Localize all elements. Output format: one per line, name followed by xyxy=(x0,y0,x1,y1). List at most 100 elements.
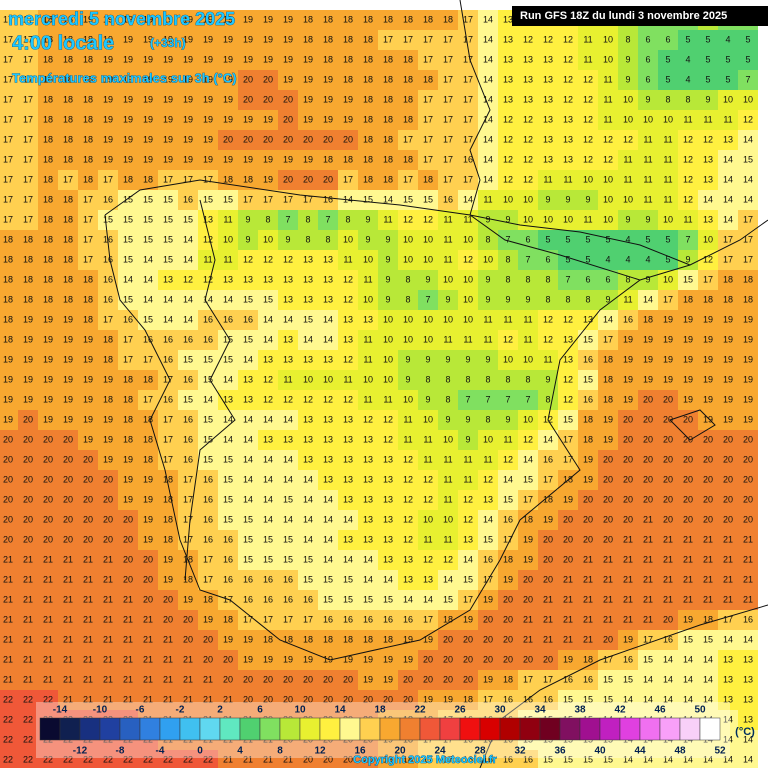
grid-value: 19 xyxy=(723,334,733,344)
grid-value: 18 xyxy=(683,294,693,304)
colorbar-box xyxy=(39,717,61,741)
grid-value: 14 xyxy=(263,494,273,504)
grid-value: 18 xyxy=(3,234,13,244)
grid-value: 14 xyxy=(123,274,133,284)
grid-cell xyxy=(338,130,358,150)
grid-cell xyxy=(618,190,638,210)
grid-cell xyxy=(478,230,498,250)
grid-value: 10 xyxy=(403,314,413,324)
grid-value: 9 xyxy=(545,374,550,384)
grid-value: 4 xyxy=(725,34,730,44)
grid-cell xyxy=(98,10,118,30)
grid-cell xyxy=(478,50,498,70)
grid-value: 5 xyxy=(705,54,710,64)
grid-value: 21 xyxy=(123,654,133,664)
grid-value: 20 xyxy=(3,474,13,484)
grid-cell xyxy=(438,130,458,150)
grid-value: 20 xyxy=(723,514,733,524)
grid-value: 13 xyxy=(323,474,333,484)
grid-value: 21 xyxy=(43,614,53,624)
grid-value: 19 xyxy=(743,354,753,364)
grid-value: 18 xyxy=(43,74,53,84)
grid-value: 8 xyxy=(545,274,550,284)
grid-cell xyxy=(558,110,578,130)
grid-value: 17 xyxy=(23,174,33,184)
grid-cell xyxy=(298,170,318,190)
grid-value: 17 xyxy=(3,114,13,124)
grid-cell xyxy=(558,50,578,70)
grid-value: 19 xyxy=(123,134,133,144)
grid-cell xyxy=(58,270,78,290)
grid-cell xyxy=(598,150,618,170)
grid-cell xyxy=(238,30,258,50)
colorbar-box xyxy=(159,717,181,741)
grid-value: 21 xyxy=(83,654,93,664)
grid-value: 5 xyxy=(745,34,750,44)
grid-value: 19 xyxy=(23,394,33,404)
grid-value: 19 xyxy=(23,314,33,324)
grid-value: 18 xyxy=(363,174,373,184)
grid-value: 17 xyxy=(403,174,413,184)
grid-value: 18 xyxy=(343,154,353,164)
grid-value: 18 xyxy=(363,134,373,144)
grid-value: 5 xyxy=(665,254,670,264)
grid-cell xyxy=(278,190,298,210)
grid-cell xyxy=(738,30,758,50)
grid-value: 21 xyxy=(143,614,153,624)
grid-value: 19 xyxy=(683,394,693,404)
grid-value: 17 xyxy=(23,134,33,144)
grid-value: 10 xyxy=(343,234,353,244)
grid-cell xyxy=(218,90,238,110)
grid-value: 10 xyxy=(463,294,473,304)
grid-value: 15 xyxy=(183,394,193,404)
grid-cell xyxy=(298,210,318,230)
grid-value: 13 xyxy=(283,334,293,344)
grid-value: 19 xyxy=(403,654,413,664)
grid-value: 14 xyxy=(323,554,333,564)
grid-value: 18 xyxy=(63,94,73,104)
grid-value: 9 xyxy=(525,294,530,304)
grid-value: 15 xyxy=(163,254,173,264)
colorbar-label: -8 xyxy=(116,746,125,757)
grid-cell xyxy=(318,30,338,50)
grid-value: 11 xyxy=(403,414,412,424)
grid-value: 15 xyxy=(223,194,233,204)
grid-value: 17 xyxy=(463,174,473,184)
grid-value: 17 xyxy=(423,34,433,44)
grid-cell xyxy=(318,210,338,230)
grid-value: 17 xyxy=(183,494,193,504)
grid-value: 14 xyxy=(483,54,493,64)
grid-value: 17 xyxy=(443,94,453,104)
grid-value: 19 xyxy=(103,54,113,64)
grid-value: 19 xyxy=(263,114,273,124)
grid-cell xyxy=(98,50,118,70)
grid-cell xyxy=(698,230,718,250)
grid-value: 10 xyxy=(583,174,593,184)
grid-value: 21 xyxy=(683,554,693,564)
grid-value: 19 xyxy=(223,634,233,644)
grid-value: 13 xyxy=(323,434,333,444)
grid-value: 21 xyxy=(683,534,693,544)
grid-value: 18 xyxy=(63,114,73,124)
grid-value: 13 xyxy=(303,454,313,464)
grid-cell xyxy=(218,130,238,150)
grid-cell xyxy=(398,250,418,270)
grid-value: 18 xyxy=(43,214,53,224)
grid-cell xyxy=(18,250,38,270)
grid-value: 15 xyxy=(223,454,233,464)
grid-value: 12 xyxy=(423,554,433,564)
grid-value: 13 xyxy=(383,534,393,544)
grid-value: 14 xyxy=(283,514,293,524)
grid-cell xyxy=(398,70,418,90)
grid-value: 20 xyxy=(663,434,673,444)
colorbar-box xyxy=(439,717,461,741)
grid-value: 21 xyxy=(743,554,753,564)
grid-value: 18 xyxy=(323,34,333,44)
grid-cell xyxy=(78,170,98,190)
grid-value: 19 xyxy=(83,334,93,344)
grid-cell xyxy=(718,110,738,130)
grid-value: 13 xyxy=(243,394,253,404)
grid-cell xyxy=(638,250,658,270)
grid-value: 18 xyxy=(383,154,393,164)
grid-value: 18 xyxy=(383,54,393,64)
